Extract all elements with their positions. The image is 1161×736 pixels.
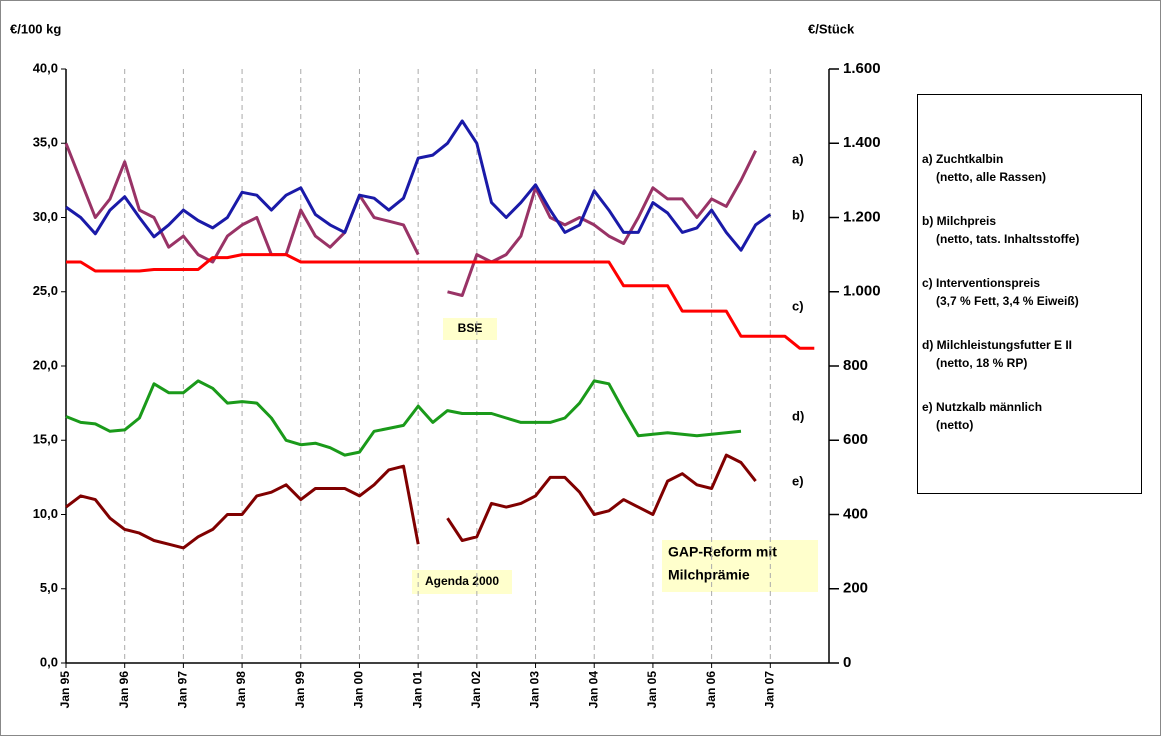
y-tick-label: 0,0 — [40, 654, 58, 669]
y2-tick-label: 0 — [843, 654, 851, 671]
annotation-box — [443, 318, 497, 340]
y2-axis-label: €/Stück — [808, 21, 855, 36]
y-tick-label: 30,0 — [33, 209, 58, 224]
legend-label: e) Nutzkalb männlich — [922, 400, 1042, 414]
y2-tick-label: 600 — [843, 431, 868, 448]
x-tick-label: Jan 97 — [176, 671, 190, 709]
y-tick-label: 40,0 — [33, 60, 58, 75]
legend-box — [917, 94, 1142, 494]
y-tick-label: 10,0 — [33, 506, 58, 521]
legend-label: a) Zuchtkalbin — [922, 152, 1003, 166]
y2-tick-label: 1.000 — [843, 283, 881, 300]
series-label: d) — [792, 408, 804, 423]
x-tick-label: Jan 98 — [234, 671, 248, 709]
annotation: Milchprämie — [668, 567, 750, 583]
x-tick-label: Jan 95 — [58, 671, 72, 709]
x-tick-label: Jan 99 — [293, 671, 307, 709]
annotation-box — [662, 540, 818, 592]
legend-detail: (netto, 18 % RP) — [936, 356, 1027, 370]
x-tick-label: Jan 96 — [117, 671, 131, 709]
y2-tick-label: 1.200 — [843, 208, 881, 225]
y2-tick-label: 800 — [843, 357, 868, 374]
y2-tick-label: 400 — [843, 505, 868, 522]
annotation: Agenda 2000 — [425, 574, 499, 588]
x-tick-label: Jan 02 — [469, 671, 483, 709]
x-tick-label: Jan 03 — [528, 671, 542, 709]
y-tick-label: 15,0 — [33, 432, 58, 447]
x-tick-label: Jan 07 — [762, 671, 776, 709]
legend-detail: (3,7 % Fett, 3,4 % Eiweiß) — [936, 294, 1079, 308]
series-label: a) — [792, 151, 804, 166]
annotation-box — [412, 570, 512, 594]
x-tick-label: Jan 04 — [586, 671, 600, 709]
y2-tick-label: 1.400 — [843, 134, 881, 151]
y-tick-label: 35,0 — [33, 135, 58, 150]
legend-detail: (netto, alle Rassen) — [936, 170, 1046, 184]
x-tick-label: Jan 01 — [410, 671, 424, 709]
legend-detail: (netto, tats. Inhaltsstoffe) — [936, 232, 1079, 246]
x-tick-label: Jan 05 — [645, 671, 659, 709]
legend-label: c) Interventionspreis — [922, 276, 1040, 290]
y-tick-label: 20,0 — [33, 357, 58, 372]
y2-tick-label: 1.600 — [843, 60, 881, 77]
legend-detail: (netto) — [936, 418, 973, 432]
series-label: c) — [792, 298, 804, 313]
series-line — [66, 253, 815, 350]
series-line — [65, 453, 757, 550]
legend-label: d) Milchleistungsfutter E II — [922, 338, 1072, 352]
annotation: BSE — [458, 321, 483, 335]
series-line — [65, 119, 772, 252]
y-tick-label: 25,0 — [33, 283, 58, 298]
y2-tick-label: 200 — [843, 580, 868, 597]
series-label: b) — [792, 207, 804, 222]
y-tick-label: 5,0 — [40, 580, 58, 595]
x-tick-label: Jan 06 — [704, 671, 718, 709]
x-tick-label: Jan 00 — [352, 671, 366, 709]
annotation: GAP-Reform mit — [668, 544, 777, 560]
series-line — [65, 379, 742, 457]
series-label: e) — [792, 473, 804, 488]
legend-label: b) Milchpreis — [922, 214, 996, 228]
y-axis-label: €/100 kg — [10, 21, 61, 36]
